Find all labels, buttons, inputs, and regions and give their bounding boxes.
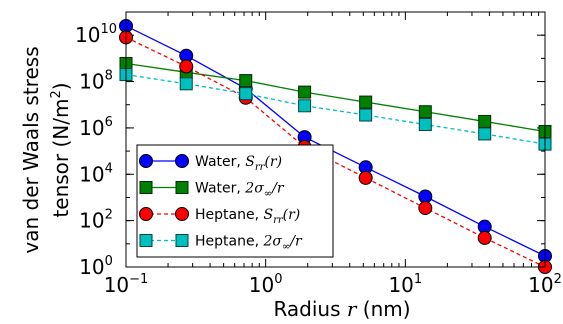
x-tick-label: 102 bbox=[528, 272, 562, 297]
data-point bbox=[179, 77, 193, 91]
data-point bbox=[358, 170, 373, 185]
y-axis-label-line2-suffix: ) bbox=[49, 82, 73, 90]
y-tick-base: 10 bbox=[75, 23, 100, 47]
x-axis-label: Radius bbox=[273, 297, 340, 321]
legend-label-sub: ∞ bbox=[264, 189, 272, 200]
data-point bbox=[478, 127, 492, 141]
legend-item: Water, 2σ∞/r bbox=[139, 181, 285, 200]
series-line bbox=[125, 73, 546, 145]
legend-item: Water, Srr(r) bbox=[139, 154, 282, 173]
legend-label-sub: rr bbox=[273, 215, 284, 226]
data-point bbox=[477, 230, 492, 245]
y-tick-base: 10 bbox=[79, 255, 104, 279]
x-tick-label: 100 bbox=[249, 272, 283, 297]
x-tick-exp: 1 bbox=[414, 272, 422, 287]
y-axis-title: van der Waals stress tensor (N/m2) bbox=[19, 46, 73, 253]
x-axis-title: Radius r (nm) bbox=[273, 297, 410, 321]
series-4 bbox=[119, 68, 552, 151]
series-line bbox=[125, 36, 546, 268]
series-line bbox=[125, 25, 546, 257]
legend-label-math: S bbox=[245, 154, 255, 170]
y-tick-exp: 6 bbox=[105, 115, 113, 130]
legend-label: Heptane, 2σ∞/r bbox=[195, 234, 303, 253]
y-tick-label: 104 bbox=[79, 161, 113, 186]
x-tick-base: 10 bbox=[388, 273, 413, 297]
legend-marker bbox=[175, 207, 189, 221]
data-point bbox=[478, 114, 492, 128]
series-layer bbox=[119, 18, 552, 274]
legend-label-text: Heptane, bbox=[195, 207, 263, 223]
data-point bbox=[298, 99, 312, 113]
x-axis-symbol: r bbox=[347, 297, 358, 321]
x-tick-exp: 0 bbox=[274, 272, 282, 287]
y-tick-exp: 2 bbox=[105, 208, 113, 223]
legend-label: Water, Srr(r) bbox=[195, 154, 282, 173]
legend-marker bbox=[139, 181, 153, 194]
legend-label-suffix: (r) bbox=[283, 207, 301, 223]
legend-label: Heptane, Srr(r) bbox=[195, 207, 300, 226]
y-axis-label-line2-prefix: tensor (N/m bbox=[49, 99, 73, 218]
y-tick-exp: 4 bbox=[105, 161, 113, 176]
y-tick-base: 10 bbox=[79, 162, 104, 186]
x-tick-label: 10−1 bbox=[104, 272, 149, 297]
y-tick-base: 10 bbox=[79, 70, 104, 94]
x-tick-base: 10 bbox=[104, 273, 129, 297]
plot-frame bbox=[125, 11, 546, 268]
data-point bbox=[418, 201, 433, 216]
x-axis-unit: (nm) bbox=[363, 297, 411, 321]
legend-label-math: 2σ bbox=[244, 181, 264, 197]
legend-item: Heptane, Srr(r) bbox=[139, 207, 300, 226]
y-tick-base: 10 bbox=[79, 209, 104, 233]
data-point bbox=[239, 74, 253, 88]
data-point bbox=[298, 85, 312, 99]
y-tick-exp: 10 bbox=[100, 22, 117, 37]
y-tick-label: 106 bbox=[79, 115, 113, 140]
x-tick-base: 10 bbox=[528, 273, 553, 297]
y-axis-label-line1: van der Waals stress bbox=[19, 46, 43, 253]
legend-label-text: Water, bbox=[195, 181, 245, 197]
data-point bbox=[418, 105, 432, 119]
series-2 bbox=[119, 57, 552, 138]
legend-label-math: S bbox=[263, 207, 273, 223]
x-tick-exp: 2 bbox=[554, 272, 562, 287]
data-point bbox=[179, 59, 194, 74]
legend-marker bbox=[175, 181, 189, 194]
legend-box bbox=[136, 144, 334, 258]
legend-label: Water, 2σ∞/r bbox=[195, 181, 285, 200]
data-point bbox=[418, 118, 432, 132]
legend-label-sub: ∞ bbox=[282, 242, 290, 253]
x-tick-exp: −1 bbox=[129, 272, 148, 287]
y-axis-label-line2: tensor (N/m2) bbox=[49, 82, 73, 217]
y-axis-label-line2-sup: 2 bbox=[49, 90, 64, 98]
y-tick-label: 1010 bbox=[75, 22, 117, 47]
x-tick-base: 10 bbox=[249, 273, 274, 297]
legend-label-suffix: (r) bbox=[264, 154, 282, 170]
data-point bbox=[359, 108, 373, 122]
legend-marker bbox=[175, 234, 189, 247]
y-tick-base: 10 bbox=[79, 116, 104, 140]
y-tick-label: 108 bbox=[79, 69, 113, 94]
legend-label-suffix: /r bbox=[288, 234, 303, 250]
y-tick-label: 102 bbox=[79, 208, 113, 233]
legend-label-math: 2σ bbox=[262, 234, 282, 250]
legend-label-text: Water, bbox=[195, 154, 245, 170]
y-tick-label: 100 bbox=[79, 254, 113, 279]
legend-marker bbox=[175, 154, 189, 168]
legend-item: Heptane, 2σ∞/r bbox=[139, 234, 303, 253]
series-line bbox=[125, 62, 546, 133]
legend-marker bbox=[139, 154, 153, 168]
legend-label-suffix: /r bbox=[270, 181, 285, 197]
y-tick-exp: 0 bbox=[105, 254, 113, 269]
legend-label-sub: rr bbox=[255, 162, 266, 173]
data-point bbox=[359, 95, 373, 109]
legend-marker bbox=[139, 207, 153, 221]
legend-label-text: Heptane, bbox=[195, 234, 263, 250]
legend-marker bbox=[139, 234, 153, 247]
x-tick-label: 101 bbox=[388, 272, 422, 297]
data-point bbox=[239, 87, 253, 101]
y-tick-exp: 8 bbox=[105, 69, 113, 84]
